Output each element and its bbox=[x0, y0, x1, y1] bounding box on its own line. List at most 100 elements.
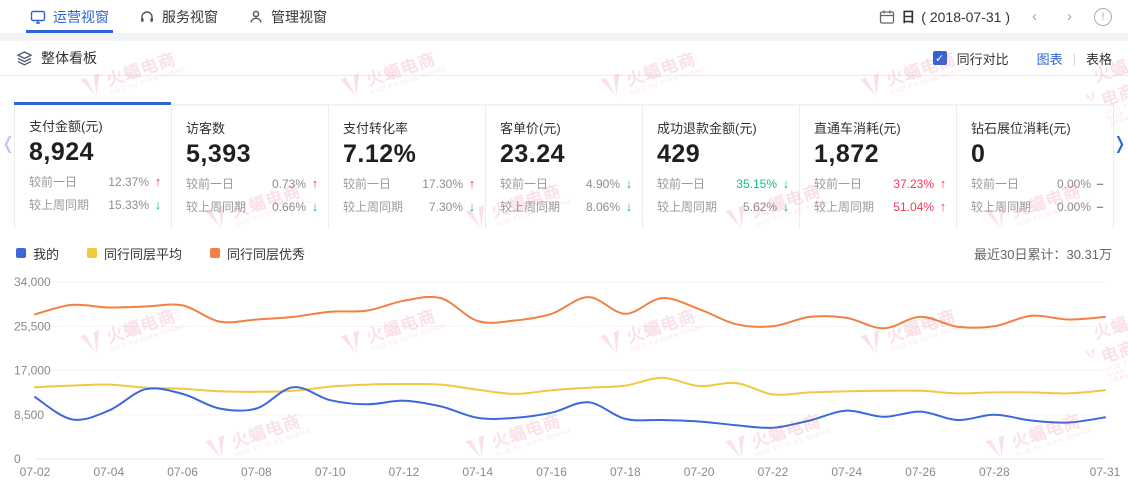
metric-card-diamond-cost[interactable]: 钻石展位消耗(元) 0 较前一日 0.00% – 较上周同期 0.00% – bbox=[957, 104, 1114, 229]
trend-arrow-icon: ↑ bbox=[939, 176, 947, 191]
board-bar: 整体看板 ✓ 同行对比 图表 | 表格 bbox=[0, 41, 1128, 76]
card-compare-row: 较前一日 12.37% ↑ bbox=[29, 173, 171, 190]
legend-item-peer-excellent[interactable]: 同行同层优秀 bbox=[210, 244, 305, 263]
card-value: 7.12% bbox=[343, 140, 417, 168]
legend-label: 我的 bbox=[33, 246, 60, 262]
trend-arrow-icon: ↑ bbox=[154, 174, 162, 189]
svg-text:07-14: 07-14 bbox=[462, 465, 493, 479]
cards-prev-chevron-icon[interactable]: ❬ bbox=[1, 134, 16, 154]
card-compare-row: 较前一日 37.23% ↑ bbox=[814, 175, 956, 192]
tab-service-view[interactable]: 服务视窗 bbox=[139, 0, 218, 33]
metric-card-refund-amount[interactable]: 成功退款金额(元) 429 较前一日 35.15% ↓ 较上周同期 5.62% ↓ bbox=[643, 104, 800, 229]
svg-text:07-26: 07-26 bbox=[905, 465, 936, 479]
monitor-icon bbox=[30, 9, 46, 25]
svg-text:17,000: 17,000 bbox=[14, 364, 51, 378]
svg-text:07-22: 07-22 bbox=[758, 465, 789, 479]
date-next-chevron-icon[interactable]: › bbox=[1067, 8, 1072, 25]
card-value: 1,872 bbox=[814, 140, 880, 168]
card-value: 5,393 bbox=[186, 140, 252, 168]
svg-text:07-12: 07-12 bbox=[389, 465, 420, 479]
legend-swatch bbox=[16, 248, 26, 258]
trend-arrow-icon: ↓ bbox=[782, 199, 790, 214]
card-value: 429 bbox=[657, 140, 701, 168]
card-title: 直通车消耗(元) bbox=[814, 121, 901, 136]
legend-swatch bbox=[210, 248, 221, 258]
tab-label: 管理视窗 bbox=[271, 8, 327, 25]
metric-cards-carousel: ❬ ❭ 支付金额(元) 8,924 较前一日 12.37% ↑ 较上周同期 15.33… bbox=[0, 76, 1128, 229]
chart-view-link[interactable]: 图表 bbox=[1036, 51, 1063, 67]
trend-arrow-icon: ↓ bbox=[782, 176, 790, 191]
trend-line-chart: 0 8,500 17,000 25,500 34,000 07-02 07-04 07-06 0… bbox=[0, 269, 1128, 493]
card-compare-row: 较前一日 0.00% – bbox=[971, 175, 1113, 192]
headset-icon bbox=[139, 9, 155, 25]
svg-text:0: 0 bbox=[14, 452, 21, 466]
help-icon[interactable]: ! bbox=[1094, 7, 1112, 26]
legend-item-mine[interactable]: 我的 bbox=[16, 244, 59, 263]
card-compare-row: 较前一日 35.15% ↓ bbox=[657, 175, 799, 192]
calendar-icon bbox=[879, 9, 895, 25]
trend-arrow-icon: ↓ bbox=[625, 199, 633, 214]
card-compare-row: 较上周同期 8.06% ↓ bbox=[500, 198, 642, 215]
svg-text:07-31: 07-31 bbox=[1090, 465, 1121, 479]
card-title: 成功退款金额(元) bbox=[657, 121, 757, 136]
trend-arrow-icon: ↓ bbox=[311, 199, 319, 214]
view-separator: | bbox=[1072, 50, 1076, 66]
peer-compare-label: 同行对比 bbox=[956, 51, 1009, 67]
svg-text:25,500: 25,500 bbox=[14, 319, 51, 333]
layers-icon bbox=[16, 50, 33, 67]
trend-arrow-icon: ↓ bbox=[154, 197, 162, 212]
card-compare-row: 较上周同期 51.04% ↑ bbox=[814, 198, 956, 215]
trend-arrow-icon: ↓ bbox=[625, 176, 633, 191]
cards-next-chevron-icon[interactable]: ❭ bbox=[1112, 134, 1127, 154]
tab-label: 运营视窗 bbox=[53, 8, 109, 25]
chart-legend-bar: 我的 同行同层平均 同行同层优秀 最近30日累计：30.31万 bbox=[0, 237, 1128, 269]
metric-card-ztc-cost[interactable]: 直通车消耗(元) 1,872 较前一日 37.23% ↑ 较上周同期 51.04% ↑ bbox=[800, 104, 957, 229]
svg-text:07-02: 07-02 bbox=[20, 465, 51, 479]
tab-manage-view[interactable]: 管理视窗 bbox=[248, 0, 327, 33]
card-title: 支付金额(元) bbox=[29, 119, 103, 134]
svg-text:07-28: 07-28 bbox=[979, 465, 1010, 479]
table-view-link[interactable]: 表格 bbox=[1085, 51, 1112, 67]
card-title: 钻石展位消耗(元) bbox=[971, 121, 1071, 136]
svg-text:34,000: 34,000 bbox=[14, 275, 51, 289]
svg-text:07-20: 07-20 bbox=[684, 465, 715, 479]
metric-card-conversion-rate[interactable]: 支付转化率 7.12% 较前一日 17.30% ↑ 较上周同期 7.30% ↓ bbox=[329, 104, 486, 229]
trend-arrow-icon: – bbox=[1096, 176, 1104, 191]
peer-compare-checkbox[interactable]: ✓ bbox=[932, 51, 947, 65]
card-title: 支付转化率 bbox=[343, 121, 409, 136]
metric-card-avg-order-value[interactable]: 客单价(元) 23.24 较前一日 4.90% ↓ 较上周同期 8.06% ↓ bbox=[486, 104, 643, 229]
svg-text:8,500: 8,500 bbox=[14, 408, 44, 422]
date-prev-chevron-icon[interactable]: ‹ bbox=[1032, 8, 1037, 25]
tab-operation-view[interactable]: 运营视窗 bbox=[26, 0, 113, 33]
card-compare-row: 较前一日 0.73% ↑ bbox=[186, 175, 328, 192]
legend-item-peer-average[interactable]: 同行同层平均 bbox=[87, 244, 182, 263]
board-title: 整体看板 bbox=[41, 50, 97, 66]
card-title: 访客数 bbox=[186, 121, 226, 136]
svg-text:07-10: 07-10 bbox=[315, 465, 346, 479]
trend-arrow-icon: ↓ bbox=[468, 199, 476, 214]
section-divider bbox=[0, 33, 1128, 41]
card-compare-row: 较上周同期 0.66% ↓ bbox=[186, 198, 328, 215]
trend-arrow-icon: ↑ bbox=[939, 199, 947, 214]
card-compare-row: 较上周同期 0.00% – bbox=[971, 198, 1113, 215]
card-value: 23.24 bbox=[500, 140, 566, 168]
card-compare-row: 较上周同期 15.33% ↓ bbox=[29, 196, 171, 213]
tab-label: 服务视窗 bbox=[162, 8, 218, 25]
metric-card-pay-amount[interactable]: 支付金额(元) 8,924 较前一日 12.37% ↑ 较上周同期 15.33% ↓ bbox=[14, 102, 172, 229]
svg-text:07-18: 07-18 bbox=[610, 465, 641, 479]
svg-text:07-16: 07-16 bbox=[536, 465, 567, 479]
person-icon bbox=[248, 9, 264, 25]
legend-swatch bbox=[87, 248, 98, 258]
trend-arrow-icon: ↑ bbox=[468, 176, 476, 191]
svg-text:07-06: 07-06 bbox=[167, 465, 198, 479]
card-value: 0 bbox=[971, 140, 986, 168]
metric-card-visitors[interactable]: 访客数 5,393 较前一日 0.73% ↑ 较上周同期 0.66% ↓ bbox=[172, 104, 329, 229]
card-value: 8,924 bbox=[29, 138, 95, 166]
date-mode-label: 日 bbox=[901, 8, 916, 25]
card-compare-row: 较前一日 4.90% ↓ bbox=[500, 175, 642, 192]
date-picker[interactable]: 日 ( 2018-07-31 ) bbox=[879, 7, 1010, 27]
card-title: 客单价(元) bbox=[500, 121, 561, 136]
active-card-indicator bbox=[14, 102, 171, 105]
card-compare-row: 较上周同期 7.30% ↓ bbox=[343, 198, 485, 215]
date-range-label: ( 2018-07-31 ) bbox=[921, 8, 1010, 25]
